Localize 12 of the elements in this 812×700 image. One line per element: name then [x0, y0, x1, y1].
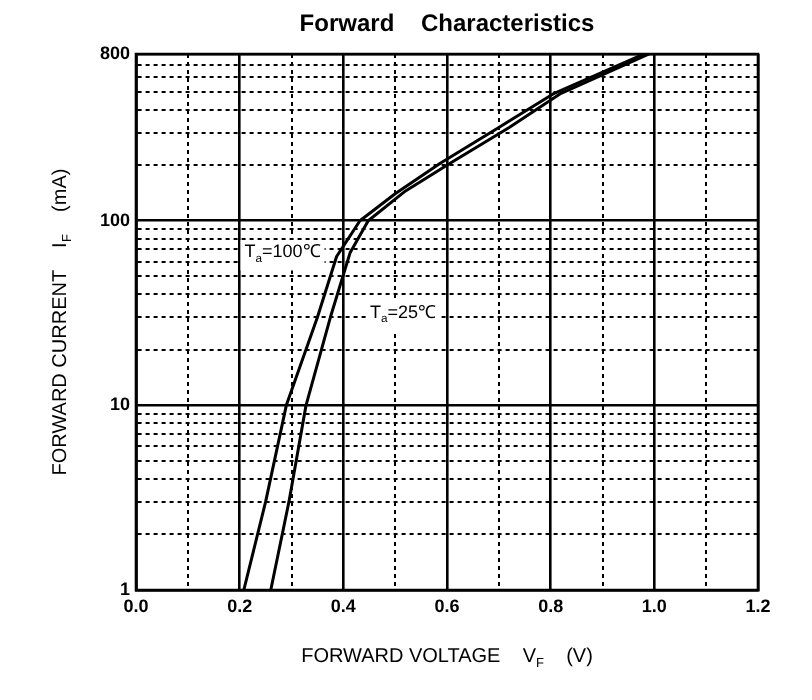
y-tick-label: 1 [119, 578, 130, 599]
x-tick-label: 1.2 [745, 595, 771, 616]
x-tick-label: 0.0 [123, 595, 149, 616]
x-tick-label: 0.6 [434, 595, 460, 616]
x-tick-label: 0.4 [330, 595, 356, 616]
y-tick-label: 800 [99, 42, 130, 63]
y-tick-label: 10 [109, 394, 130, 415]
x-tick-label: 1.0 [641, 595, 667, 616]
x-tick-label: 0.8 [538, 595, 564, 616]
y-tick-label: 100 [99, 209, 130, 230]
x-tick-label: 0.2 [227, 595, 253, 616]
chart-title: Forward Characteristics [299, 8, 596, 37]
